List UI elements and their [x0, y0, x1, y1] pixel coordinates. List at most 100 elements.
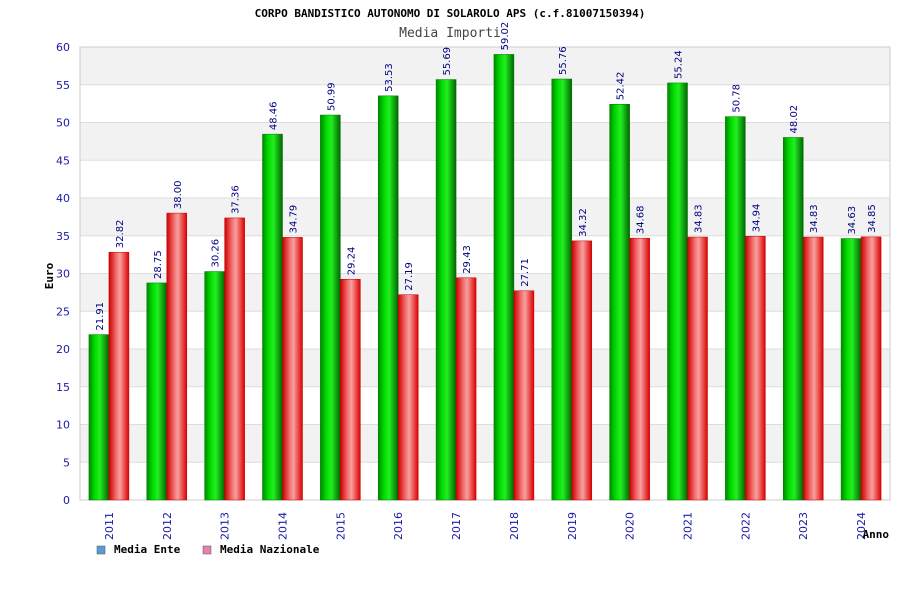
- data-label: 34.94: [751, 204, 762, 233]
- data-label: 37.36: [231, 185, 242, 214]
- bar-media-nazionale: [802, 236, 824, 501]
- bar-media-nazionale: [108, 251, 130, 501]
- legend-swatch-media-ente: [96, 545, 106, 555]
- bar-media-ente: [782, 137, 804, 501]
- plot-area-border: [79, 46, 891, 501]
- grid-band: [80, 198, 890, 236]
- y-tick-label: 20: [56, 343, 70, 356]
- data-label: 27.19: [404, 262, 415, 291]
- x-tick-label: 2020: [624, 512, 637, 540]
- bar-media-ente: [88, 334, 110, 501]
- x-tick-label: 2017: [450, 512, 463, 540]
- data-label: 27.71: [520, 258, 531, 287]
- legend: Media Ente Media Nazionale: [96, 543, 320, 556]
- data-label: 34.68: [636, 206, 647, 235]
- bar-media-ente: [840, 238, 862, 501]
- data-label: 21.91: [95, 302, 106, 331]
- data-label: 55.24: [674, 50, 685, 79]
- bar-media-ente: [320, 114, 341, 501]
- data-labels-layer: 21.91 32.82 28.75 38.00 30.26 37.36 48.46 34.79…: [95, 22, 878, 331]
- data-label: 34.79: [289, 205, 300, 234]
- bar-media-nazionale: [860, 236, 882, 501]
- data-label: 53.53: [384, 63, 395, 92]
- bar-media-nazionale: [340, 278, 361, 501]
- y-tick-label: 60: [56, 41, 70, 54]
- data-label: 34.32: [578, 208, 589, 237]
- data-label: 55.76: [558, 46, 569, 75]
- x-tick-label: 2018: [508, 512, 521, 540]
- grid-band: [80, 349, 890, 387]
- bar-media-ente: [262, 133, 283, 501]
- data-label: 50.99: [326, 82, 337, 111]
- data-label: 28.75: [153, 250, 164, 279]
- y-tick-label: 10: [56, 419, 70, 432]
- bar-media-ente: [667, 82, 688, 501]
- bar-media-nazionale: [629, 237, 650, 501]
- bar-media-ente: [551, 78, 573, 501]
- bar-media-nazionale: [455, 277, 477, 501]
- grid-band: [80, 424, 890, 463]
- y-tick-label: 45: [56, 154, 70, 167]
- x-tick-label: 2011: [103, 512, 116, 540]
- data-label: 50.78: [731, 84, 742, 113]
- bar-media-ente: [493, 54, 515, 501]
- bar-media-nazionale: [513, 290, 535, 501]
- data-label: 34.63: [847, 206, 858, 235]
- x-tick-label: 2021: [682, 512, 695, 540]
- data-label: 29.43: [462, 245, 473, 274]
- x-tick-label: 2014: [277, 512, 290, 540]
- y-tick-label: 55: [56, 79, 70, 92]
- y-tick-label: 35: [56, 230, 70, 243]
- bar-media-nazionale: [282, 237, 303, 501]
- data-label: 34.83: [694, 204, 705, 233]
- data-label: 52.42: [616, 72, 627, 101]
- bar-media-nazionale: [571, 240, 593, 501]
- data-label: 59.02: [500, 22, 511, 51]
- y-tick-label: 15: [56, 381, 70, 394]
- y-axis-label: Euro: [43, 262, 56, 289]
- bar-media-ente: [204, 271, 225, 501]
- bars-layer: [88, 54, 882, 501]
- grid-band: [80, 122, 890, 161]
- bar-media-nazionale: [166, 212, 188, 501]
- x-tick-label: 2013: [219, 512, 232, 540]
- data-label: 32.82: [115, 220, 126, 249]
- x-tick-label: 2024: [855, 512, 868, 540]
- bar-media-ente: [146, 282, 168, 501]
- x-tick-label: 2019: [566, 512, 579, 540]
- data-label: 34.85: [867, 204, 878, 233]
- bar-media-nazionale: [397, 294, 419, 501]
- grid-band: [80, 273, 890, 312]
- data-label: 48.02: [789, 105, 800, 134]
- x-tick-label: 2015: [334, 512, 347, 540]
- data-label: 29.24: [346, 247, 357, 276]
- bar-media-ente: [435, 79, 457, 501]
- data-label: 38.00: [173, 180, 184, 209]
- data-label: 30.26: [211, 239, 222, 268]
- bar-media-nazionale: [745, 235, 766, 501]
- bar-media-nazionale: [224, 217, 245, 501]
- x-axis-ticks: 2011 2012 2013 2014 2015 2016 2017 2018 2019 2020…: [103, 512, 868, 540]
- x-tick-label: 2012: [161, 512, 174, 540]
- y-tick-label: 5: [63, 456, 70, 469]
- x-tick-label: 2022: [739, 512, 752, 540]
- y-tick-label: 40: [56, 192, 70, 205]
- x-tick-label: 2016: [392, 512, 405, 540]
- chart-subtitle: Media Importi: [399, 26, 501, 41]
- bar-media-ente: [377, 95, 399, 501]
- data-label: 48.46: [269, 101, 280, 130]
- grid-band: [80, 47, 890, 85]
- y-axis-ticks: 0 5 10 15 20 25 30 35 40 45 50 55 60: [56, 41, 70, 507]
- y-tick-label: 50: [56, 117, 70, 130]
- bar-media-ente: [725, 116, 746, 501]
- x-axis-label: Anno: [863, 528, 890, 541]
- chart-title: CORPO BANDISTICO AUTONOMO DI SOLAROLO AP…: [255, 7, 646, 20]
- y-tick-label: 30: [56, 268, 70, 281]
- bar-media-ente: [609, 103, 630, 501]
- data-label: 34.83: [809, 204, 820, 233]
- x-tick-label: 2023: [797, 512, 810, 540]
- grid-layer: [80, 46, 890, 501]
- bar-media-nazionale: [687, 236, 708, 501]
